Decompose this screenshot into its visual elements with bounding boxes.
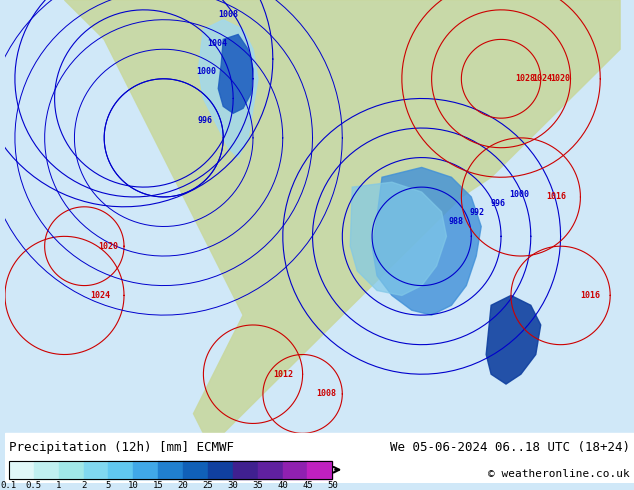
Text: 1004: 1004 bbox=[207, 39, 227, 48]
Polygon shape bbox=[218, 34, 253, 113]
Text: 1020: 1020 bbox=[98, 242, 118, 251]
Text: 10: 10 bbox=[128, 481, 139, 490]
Text: 992: 992 bbox=[470, 208, 485, 217]
Bar bbox=[283, 461, 307, 479]
Text: 1028: 1028 bbox=[515, 74, 535, 83]
Text: 1020: 1020 bbox=[550, 74, 571, 83]
Bar bbox=[5, 433, 634, 483]
Text: 45: 45 bbox=[302, 481, 313, 490]
Text: 1016: 1016 bbox=[580, 291, 600, 300]
Text: 1024: 1024 bbox=[90, 291, 110, 300]
Text: 1012: 1012 bbox=[273, 370, 293, 379]
Text: 50: 50 bbox=[327, 481, 338, 490]
Text: 40: 40 bbox=[277, 481, 288, 490]
Polygon shape bbox=[372, 168, 481, 315]
Text: 25: 25 bbox=[203, 481, 214, 490]
Bar bbox=[34, 461, 59, 479]
Bar bbox=[258, 461, 283, 479]
Text: © weatheronline.co.uk: © weatheronline.co.uk bbox=[488, 469, 630, 479]
Text: 1008: 1008 bbox=[218, 10, 238, 19]
Bar bbox=[9, 461, 332, 479]
Text: 996: 996 bbox=[491, 199, 505, 208]
Bar bbox=[84, 461, 108, 479]
Bar bbox=[158, 461, 183, 479]
Text: 1008: 1008 bbox=[316, 390, 337, 398]
Text: 1: 1 bbox=[56, 481, 61, 490]
Bar bbox=[59, 461, 84, 479]
Polygon shape bbox=[486, 295, 541, 384]
Text: We 05-06-2024 06..18 UTC (18+24): We 05-06-2024 06..18 UTC (18+24) bbox=[390, 441, 630, 454]
Text: 1000: 1000 bbox=[197, 68, 216, 76]
Text: 1000: 1000 bbox=[509, 191, 529, 199]
Text: 15: 15 bbox=[153, 481, 164, 490]
Bar bbox=[5, 0, 634, 433]
Text: 988: 988 bbox=[449, 217, 464, 226]
Bar bbox=[133, 461, 158, 479]
Text: 20: 20 bbox=[178, 481, 188, 490]
Text: 996: 996 bbox=[198, 116, 213, 124]
Bar bbox=[208, 461, 233, 479]
Text: 35: 35 bbox=[252, 481, 263, 490]
Bar bbox=[183, 461, 208, 479]
Bar bbox=[307, 461, 332, 479]
Bar bbox=[233, 461, 258, 479]
Bar bbox=[9, 461, 34, 479]
Text: 30: 30 bbox=[228, 481, 238, 490]
Text: Precipitation (12h) [mm] ECMWF: Precipitation (12h) [mm] ECMWF bbox=[9, 441, 234, 454]
Text: 5: 5 bbox=[106, 481, 111, 490]
Polygon shape bbox=[198, 20, 258, 158]
Text: 2: 2 bbox=[81, 481, 86, 490]
Polygon shape bbox=[350, 182, 446, 295]
Bar bbox=[108, 461, 133, 479]
Text: 0.5: 0.5 bbox=[26, 481, 42, 490]
Text: 1024: 1024 bbox=[533, 74, 553, 83]
Polygon shape bbox=[65, 0, 620, 433]
Text: 1016: 1016 bbox=[547, 193, 567, 201]
Text: 0.1: 0.1 bbox=[1, 481, 17, 490]
